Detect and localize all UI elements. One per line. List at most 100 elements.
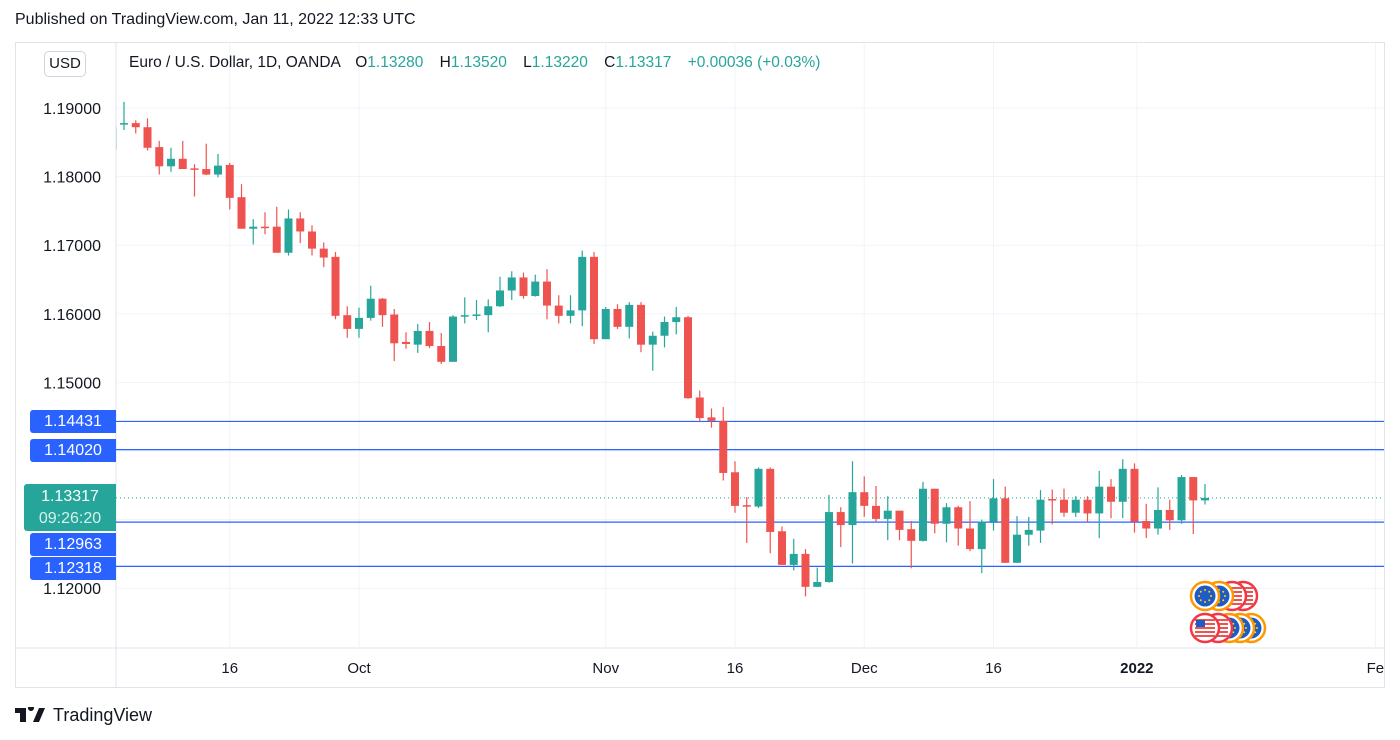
candle-body (343, 315, 352, 329)
candle-body (484, 306, 493, 316)
currency-button[interactable]: USD (44, 51, 86, 77)
candle-body (449, 316, 457, 362)
candle (484, 299, 493, 333)
candle (1177, 475, 1186, 524)
candle (1060, 488, 1068, 517)
candle (778, 526, 786, 565)
star (1198, 595, 1200, 597)
candle (554, 295, 563, 324)
candle (225, 162, 234, 210)
footer-brand: TradingView (53, 704, 153, 725)
price-tick-label: 1.17000 (43, 238, 101, 255)
us-event-icon[interactable] (1189, 612, 1221, 644)
candle-body (1189, 477, 1198, 501)
candle-body (355, 317, 363, 329)
time-tick-label: Fe (1367, 660, 1385, 677)
candle (390, 308, 399, 362)
eu-flag (1194, 585, 1216, 607)
price-line-label[interactable]: 1.14431 (30, 410, 116, 433)
candle (531, 274, 540, 297)
candle-body (496, 290, 504, 307)
candle (543, 269, 551, 320)
candle-body (237, 197, 246, 229)
candle-body (872, 505, 880, 519)
price-tick-label: 1.19000 (43, 101, 101, 118)
star (1199, 590, 1202, 593)
candle (1165, 499, 1174, 530)
candle-body (1107, 486, 1115, 502)
candle (1142, 503, 1151, 539)
price-axis[interactable]: 1.19000 1.18000 1.17000 1.16000 1.15000 1.120… (43, 101, 101, 598)
candle-body (167, 158, 175, 167)
time-axis[interactable]: 16 Oct Nov 16 Dec 16 2022 Fe (221, 660, 1384, 677)
candle-body (848, 492, 857, 526)
economic-events[interactable] (1189, 580, 1267, 644)
candle-body (1142, 520, 1151, 529)
candle (1154, 487, 1162, 535)
candle-body (378, 298, 387, 316)
price-tick-label: 1.12000 (43, 581, 101, 598)
candle-body (272, 226, 281, 253)
candle (178, 140, 187, 170)
candle-body (1060, 499, 1068, 513)
candle (754, 467, 763, 508)
candle-body (813, 582, 822, 587)
candle-body (1071, 499, 1080, 513)
current-price-label: 1.13317 09:26:20 (24, 484, 116, 531)
eu-event-icon[interactable] (1189, 580, 1221, 612)
candle (825, 494, 833, 583)
star (1234, 627, 1236, 629)
candle-body (460, 315, 469, 317)
candle (366, 285, 375, 321)
candle (437, 333, 446, 364)
time-tick-label: Oct (347, 660, 371, 677)
candle-body (402, 341, 410, 344)
candle (343, 306, 352, 338)
candle (1013, 516, 1021, 563)
candle (519, 272, 528, 299)
candle (460, 297, 469, 324)
candle (425, 322, 434, 349)
candle (848, 461, 857, 564)
candle (1107, 479, 1115, 519)
star (1204, 589, 1206, 591)
symbol-title[interactable]: Euro / U.S. Dollar, 1D, OANDA (129, 54, 341, 71)
candle (214, 153, 222, 178)
candle-body (1013, 534, 1021, 563)
candle-body (390, 314, 399, 344)
price-line-label[interactable]: 1.14020 (30, 439, 116, 462)
candle (120, 101, 128, 130)
price-line-label[interactable]: 1.12963 (30, 533, 116, 556)
low-value: 1.13220 (531, 54, 588, 71)
candle-body (613, 308, 622, 327)
star (1210, 595, 1212, 597)
tradingview-logo[interactable]: TradingView (15, 703, 152, 727)
candle-body (1001, 498, 1010, 563)
candle-body (543, 281, 551, 306)
candle-body (860, 492, 869, 506)
candle-body (789, 553, 798, 565)
candle-body (225, 164, 234, 198)
candle-body (284, 218, 293, 253)
candle-body (601, 308, 610, 340)
candle (131, 120, 140, 134)
candle (1189, 477, 1198, 535)
star (1224, 595, 1226, 597)
high-value: 1.13520 (450, 54, 507, 71)
candle (942, 503, 951, 543)
candle (860, 476, 869, 517)
candle-body (1165, 509, 1174, 521)
price-line-label[interactable]: 1.12318 (30, 557, 116, 580)
time-tick-label: 16 (985, 660, 1002, 677)
candle (895, 510, 904, 541)
chart-frame (15, 42, 1385, 688)
candle-body (1083, 499, 1092, 514)
candle-body (672, 317, 681, 323)
candle (116, 127, 117, 150)
candle-body (1130, 468, 1139, 522)
candle (249, 219, 258, 245)
horizontal-lines[interactable] (116, 420, 1384, 567)
candle (648, 331, 657, 371)
candle-body (742, 505, 751, 507)
